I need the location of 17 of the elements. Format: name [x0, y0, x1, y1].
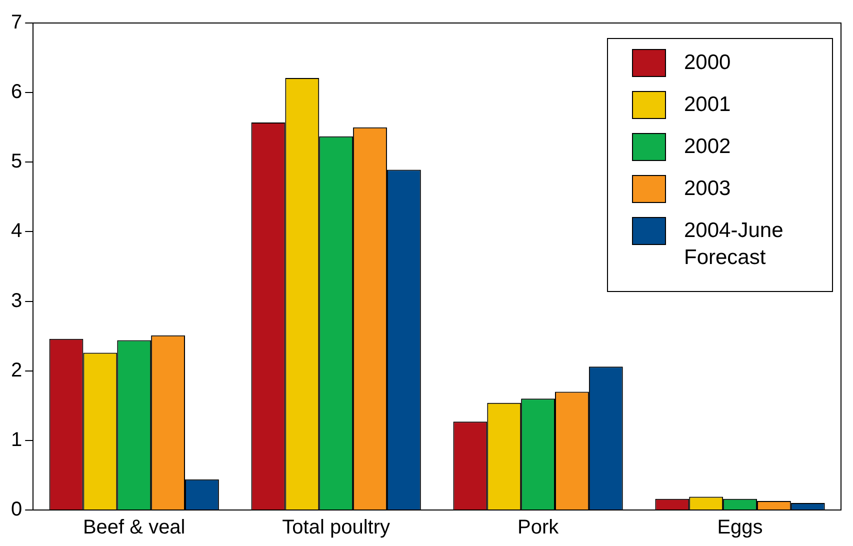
x-tick-label: Beef & veal	[82, 516, 186, 539]
y-tick-label: 1	[11, 428, 22, 451]
y-tick-label: 6	[11, 81, 22, 104]
x-tick-label: Total poultry	[282, 516, 390, 539]
x-tick-label: Eggs	[717, 516, 763, 539]
y-tick-label: 4	[11, 220, 22, 242]
y-tick-label: 0	[11, 498, 22, 521]
y-tick-label: 7	[11, 12, 22, 34]
y-tick-label: 3	[11, 290, 22, 312]
legend-label: 2004-June Forecast	[684, 218, 784, 271]
legend-label: 2003	[684, 176, 732, 202]
legend-label: 2002	[684, 134, 732, 160]
x-tick-label: Pork	[517, 516, 560, 539]
y-tick-label: 5	[11, 150, 22, 173]
legend-label: 2001	[684, 92, 732, 118]
y-tick-label: 2	[11, 359, 22, 382]
legend-label: 2000	[684, 50, 732, 76]
